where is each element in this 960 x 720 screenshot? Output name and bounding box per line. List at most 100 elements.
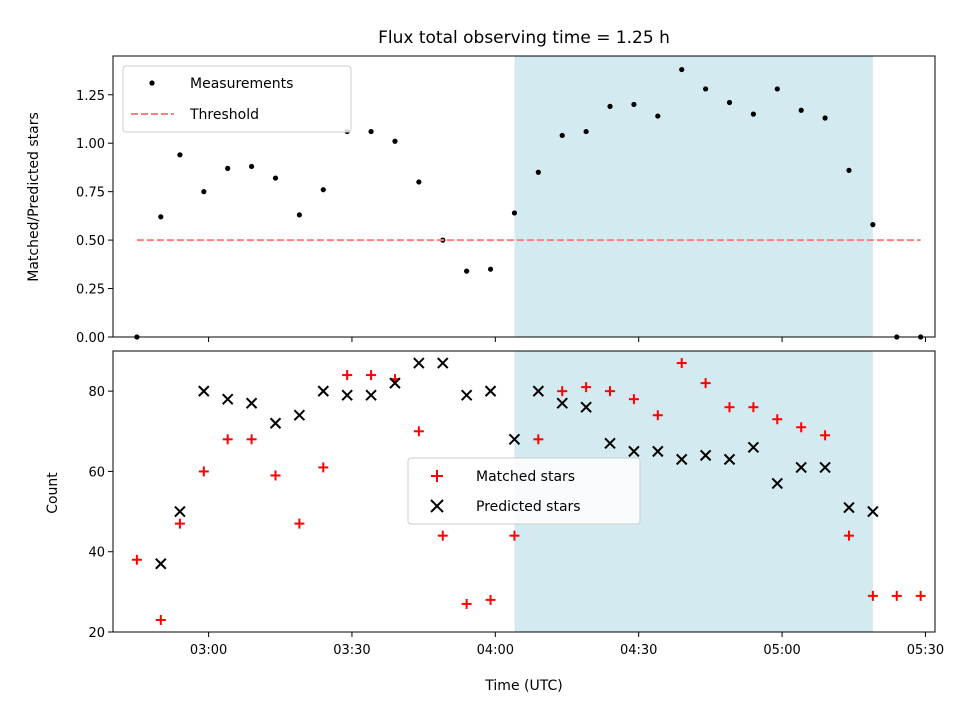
legend-measurements-label: Measurements	[190, 76, 293, 92]
matched-stars-point	[246, 434, 257, 445]
bottom-y-tick-label: 40	[88, 546, 105, 561]
x-tick-label: 03:00	[190, 643, 227, 658]
matched-stars-point	[413, 426, 424, 437]
top-panel: 0.00 0.25 0.50 0.75 1.00 1.25 Matched/Predict…	[26, 55, 936, 346]
top-legend: Measurements Threshold	[122, 65, 352, 133]
matched-stars-point	[557, 386, 568, 397]
x-tick-label: 05:30	[907, 643, 944, 658]
chart-title: Flux total observing time = 1.25 h	[378, 28, 670, 48]
bottom-y-tick-label: 80	[88, 385, 105, 400]
matched-stars-point	[461, 598, 472, 609]
predicted-stars-point	[867, 505, 879, 518]
top-y-tick-label: 0.25	[76, 283, 105, 298]
predicted-stars-point	[580, 401, 592, 413]
matched-stars-point	[891, 590, 902, 601]
matched-stars-point	[155, 614, 166, 625]
measurements-point	[464, 268, 470, 274]
x-tick-label: 04:00	[477, 643, 514, 658]
matched-stars-point	[652, 410, 663, 421]
matched-stars-point	[820, 430, 831, 441]
legend-predicted-label: Predicted stars	[476, 499, 581, 515]
matched-stars-point	[605, 386, 616, 397]
predicted-stars-point	[652, 445, 664, 458]
predicted-stars-point	[437, 357, 449, 369]
measurements-point	[870, 222, 876, 228]
predicted-stars-point	[198, 385, 210, 397]
bottom-y-tick-label: 20	[88, 626, 105, 641]
matched-stars-point	[485, 594, 496, 605]
matched-stars-point	[131, 554, 142, 565]
measurements-point	[798, 107, 804, 113]
measurements-point	[416, 179, 422, 185]
measurements-point	[248, 163, 255, 170]
predicted-stars-point	[508, 433, 521, 446]
matched-stars-point	[772, 414, 783, 425]
measurements-point	[535, 169, 541, 175]
matched-stars-point	[342, 370, 353, 381]
matched-stars-point	[581, 382, 592, 393]
x-axis-label: Time (UTC)	[484, 678, 562, 694]
matched-stars-point	[676, 358, 687, 369]
predicted-stars-point	[484, 385, 497, 397]
predicted-stars-point	[699, 449, 712, 462]
x-tick-label: 03:30	[333, 643, 370, 658]
legend-threshold-label: Threshold	[189, 107, 259, 123]
matched-stars-point	[533, 434, 544, 445]
measurements-point	[607, 103, 613, 109]
measurements-point	[392, 138, 398, 144]
predicted-stars-point	[723, 453, 736, 466]
predicted-stars-point	[819, 461, 831, 474]
measurements-point	[511, 210, 518, 216]
measurements-point	[583, 128, 589, 135]
top-y-axis-label: Matched/Predicted stars	[26, 112, 42, 282]
measurements-point	[177, 152, 183, 158]
predicted-stars-point	[155, 558, 167, 570]
x-tick-label: 05:00	[763, 643, 800, 658]
matched-stars-point	[700, 378, 711, 389]
matched-stars-point	[270, 470, 281, 481]
measurements-point	[201, 189, 207, 195]
bottom-y-tick-label: 60	[88, 465, 105, 480]
matched-stars-point	[222, 434, 233, 445]
predicted-stars-point	[532, 385, 545, 397]
top-y-tick-label: 1.00	[76, 137, 105, 152]
measurements-point	[368, 128, 374, 135]
measurements-point	[559, 132, 565, 139]
predicted-stars-point	[676, 453, 688, 466]
predicted-stars-point	[843, 501, 855, 514]
matched-stars-point	[174, 518, 185, 529]
matched-stars-point	[796, 422, 807, 433]
predicted-stars-point	[365, 389, 377, 401]
measurements-point	[487, 266, 494, 272]
matched-stars-point	[748, 402, 759, 413]
top-shaded-span	[514, 56, 873, 337]
predicted-stars-point	[413, 357, 425, 369]
matched-stars-point	[915, 590, 926, 601]
bottom-legend: Matched stars Predicted stars	[407, 457, 641, 525]
matched-stars-point	[867, 590, 878, 601]
matched-stars-point	[509, 530, 520, 541]
top-y-tick-label: 0.00	[76, 331, 105, 346]
matched-stars-point	[294, 518, 305, 529]
measurements-point	[822, 115, 828, 121]
predicted-stars-point	[389, 377, 401, 389]
predicted-stars-point	[771, 477, 783, 490]
predicted-stars-point	[460, 389, 473, 401]
predicted-stars-point	[293, 409, 306, 421]
top-y-tick-label: 0.75	[76, 186, 105, 201]
legend-predicted-marker	[430, 499, 444, 513]
x-tick-label: 04:30	[620, 643, 657, 658]
matched-stars-point	[628, 394, 639, 405]
matched-stars-point	[437, 530, 448, 541]
predicted-stars-point	[795, 461, 807, 474]
measurements-point	[726, 99, 733, 106]
bottom-y-axis-label: Count	[45, 472, 61, 514]
matched-stars-point	[724, 402, 735, 413]
legend-measurements-marker	[149, 80, 155, 86]
top-legend-box	[122, 65, 352, 133]
predicted-stars-point	[341, 389, 353, 401]
legend-matched-marker	[431, 470, 443, 482]
predicted-stars-point	[245, 397, 258, 409]
